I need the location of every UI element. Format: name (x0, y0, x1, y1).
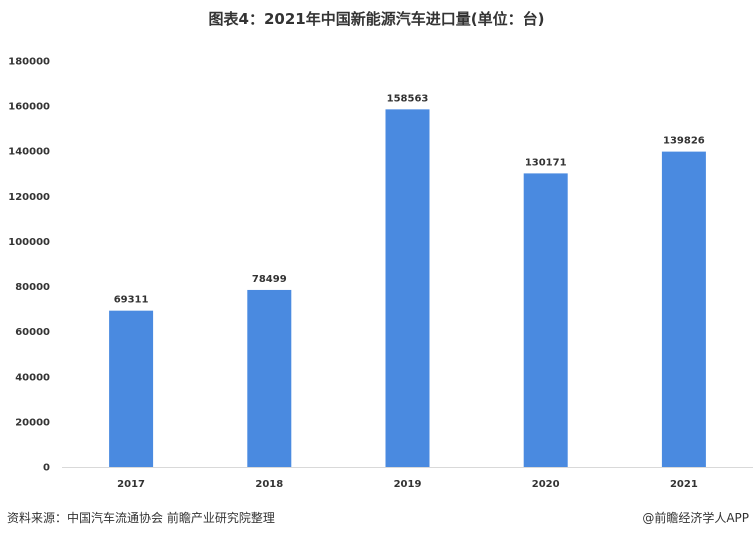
chart-title: 图表4：2021年中国新能源汽车进口量(单位：台) (208, 10, 545, 28)
bar (109, 310, 154, 467)
x-tick-label: 2019 (394, 479, 422, 490)
y-tick-label: 40000 (15, 372, 50, 383)
y-tick-label: 140000 (8, 147, 50, 158)
data-label: 130171 (525, 157, 567, 168)
data-label: 139826 (663, 136, 705, 147)
data-label: 78499 (252, 274, 287, 285)
x-tick-label: 2020 (532, 479, 560, 490)
y-tick-label: 60000 (15, 327, 50, 338)
bar (247, 289, 292, 467)
bar (661, 151, 706, 467)
x-tick-label: 2017 (117, 479, 145, 490)
y-tick-label: 120000 (8, 192, 50, 203)
y-tick-label: 100000 (8, 237, 50, 248)
x-tick-label: 2018 (255, 479, 283, 490)
y-tick-label: 180000 (8, 57, 50, 68)
credit-note: @前瞻经济学人APP (642, 511, 749, 525)
data-label: 158563 (387, 93, 429, 104)
data-label: 69311 (114, 295, 149, 306)
x-tick-label: 2021 (670, 479, 698, 490)
y-tick-label: 80000 (15, 282, 50, 293)
y-tick-label: 160000 (8, 102, 50, 113)
y-tick-label: 0 (43, 463, 50, 474)
bar (523, 173, 568, 467)
y-tick-label: 20000 (15, 417, 50, 428)
bar (385, 109, 430, 467)
source-note: 资料来源：中国汽车流通协会 前瞻产业研究院整理 (7, 511, 275, 525)
